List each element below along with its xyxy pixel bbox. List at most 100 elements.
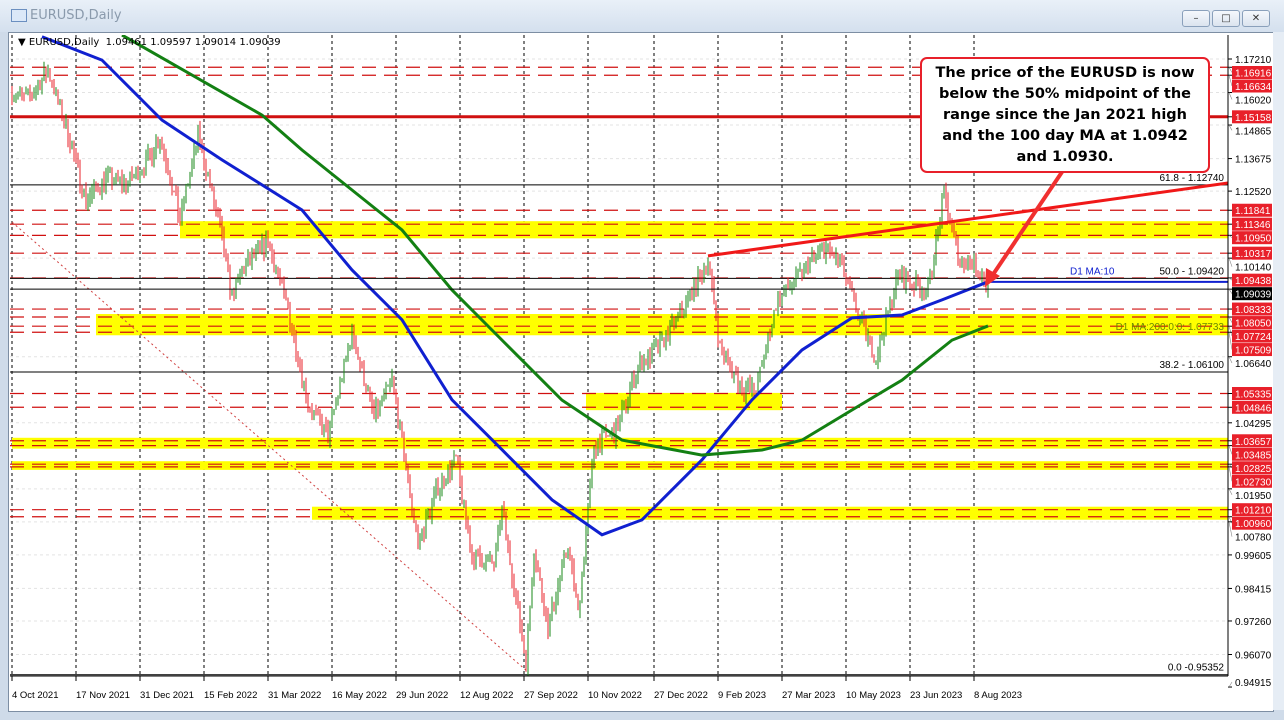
label-leader <box>1228 326 1233 337</box>
label-leader <box>1228 258 1233 267</box>
annotation-box: The price of the EURUSD is now below the… <box>920 57 1210 173</box>
x-tick-label: 16 May 2022 <box>332 690 387 701</box>
price-level-label: 1.10317 <box>1235 249 1272 260</box>
label-leader <box>1228 316 1233 323</box>
chart-window-icon <box>11 9 27 22</box>
price-level-badge <box>1232 447 1272 461</box>
support-zone <box>180 221 1228 239</box>
price-level-label: 1.07509 <box>1235 346 1272 357</box>
arrow-head-icon <box>985 268 1000 287</box>
y-tick-label: 1.17210 <box>1235 55 1272 66</box>
price-level-label: 1.03657 <box>1235 437 1272 448</box>
y-tick-label: 1.04295 <box>1235 419 1272 430</box>
trendline <box>707 181 1228 258</box>
price-level-label: 1.11841 <box>1235 206 1271 217</box>
price-level-badge <box>1232 316 1272 330</box>
price-level-label: 1.11346 <box>1235 220 1271 231</box>
price-level-badge <box>1232 66 1272 79</box>
x-tick-label: 31 Dec 2021 <box>140 690 194 701</box>
price-level-badge <box>1232 461 1272 475</box>
price-level-badge <box>1232 343 1272 357</box>
support-zone <box>96 314 1228 336</box>
price-level-label: 1.16916 <box>1235 69 1272 80</box>
price-level-label: 1.08333 <box>1235 305 1272 316</box>
window-title: EURUSD,Daily <box>30 8 122 23</box>
current-price-label: 1.09039 <box>1235 290 1272 301</box>
label-leader <box>1228 445 1233 455</box>
y-tick-label: 1.01950 <box>1235 491 1272 502</box>
price-level-label: 1.00960 <box>1235 519 1272 530</box>
y-tick-label: 1.12520 <box>1235 187 1272 198</box>
y-tick-label: 0.96070 <box>1235 650 1272 661</box>
symbol-label: EURUSD,Daily <box>28 37 100 48</box>
close-button[interactable]: ✕ <box>1242 10 1270 27</box>
trendline <box>11 221 529 673</box>
label-leader <box>1228 277 1233 281</box>
y-tick-label: 0.97260 <box>1235 617 1272 628</box>
x-tick-label: 27 Mar 2023 <box>782 690 835 701</box>
y-tick-label: 1.13675 <box>1235 155 1272 166</box>
price-level-badge <box>1232 273 1272 287</box>
ma100-label: D1 MA:10 <box>1070 266 1115 277</box>
price-level-badge <box>1232 503 1272 517</box>
annotation-text: The price of the EURUSD is now below the… <box>935 64 1195 165</box>
y-tick-label: 0.94915 <box>1235 678 1272 689</box>
label-leader <box>1228 124 1233 131</box>
price-level-badge <box>1232 231 1272 245</box>
price-level-badge <box>1232 400 1272 414</box>
y-tick-label: 1.00780 <box>1235 533 1272 544</box>
price-level-label: 1.09438 <box>1235 276 1272 287</box>
x-tick-label: 10 May 2023 <box>846 690 901 701</box>
x-tick-label: 29 Jun 2022 <box>396 690 448 701</box>
price-level-badge <box>1232 329 1272 343</box>
x-tick-label: 9 Feb 2023 <box>718 690 766 701</box>
y-tick-label: 1.14865 <box>1235 126 1272 137</box>
price-level-label: 1.07724 <box>1235 332 1272 343</box>
fib-label: 50.0 - 1.09420 <box>1160 266 1225 277</box>
minimize-button[interactable]: – <box>1182 10 1210 27</box>
label-leader <box>1228 356 1233 364</box>
window-scrollbar[interactable] <box>1273 32 1284 710</box>
y-tick-label: 1.10140 <box>1235 263 1272 274</box>
x-tick-label: 10 Nov 2022 <box>588 690 642 701</box>
chart-header: ▼ EURUSD,Daily 1.09461 1.09597 1.09014 1… <box>18 37 281 48</box>
price-level-label: 1.08050 <box>1235 319 1272 330</box>
x-tick-label: 27 Sep 2022 <box>524 690 578 701</box>
price-level-label: 1.02825 <box>1235 464 1272 475</box>
price-level-badge <box>1232 246 1272 260</box>
price-level-badge <box>1232 79 1272 93</box>
label-leader <box>1228 681 1233 688</box>
price-level-badge <box>1232 434 1272 448</box>
ma100-line <box>41 35 989 537</box>
price-level-badge <box>1232 516 1272 530</box>
label-leader <box>1228 332 1233 350</box>
price-level-label: 1.05335 <box>1235 390 1272 401</box>
ma200-label: D1 MA:200:0:0: 1.07733 <box>1116 322 1225 333</box>
price-level-label: 1.01210 <box>1235 506 1272 517</box>
price-level-badge <box>1232 203 1272 217</box>
price-level-label: 1.15158 <box>1235 113 1272 124</box>
label-leader <box>1228 235 1233 238</box>
y-tick-label: 0.98415 <box>1235 584 1272 595</box>
x-tick-label: 31 Mar 2022 <box>268 690 321 701</box>
support-zone <box>12 437 1228 449</box>
y-tick-label: 0.99605 <box>1235 551 1272 562</box>
annotation-arrow <box>990 170 1064 278</box>
price-level-label: 1.10950 <box>1235 234 1272 245</box>
fib-label: 61.8 - 1.12740 <box>1160 173 1225 184</box>
low-value: 1.09014 <box>194 37 237 48</box>
open-value: 1.09461 <box>105 37 148 48</box>
label-leader <box>1228 289 1233 294</box>
x-tick-label: 8 Aug 2023 <box>974 690 1022 701</box>
price-level-badge <box>1232 110 1272 124</box>
x-tick-label: 17 Nov 2021 <box>76 690 130 701</box>
close-value: 1.09039 <box>239 37 281 48</box>
window-titlebar: EURUSD,Daily – □ ✕ <box>0 0 1284 32</box>
label-leader <box>1228 466 1233 482</box>
ma200-line <box>121 35 989 457</box>
price-level-label: 1.16634 <box>1235 82 1272 93</box>
fib-label: 0.0 -0.95352 <box>1168 663 1225 674</box>
price-level-label: 1.04846 <box>1235 403 1272 414</box>
high-value: 1.09597 <box>150 37 192 48</box>
maximize-button[interactable]: □ <box>1212 10 1240 27</box>
